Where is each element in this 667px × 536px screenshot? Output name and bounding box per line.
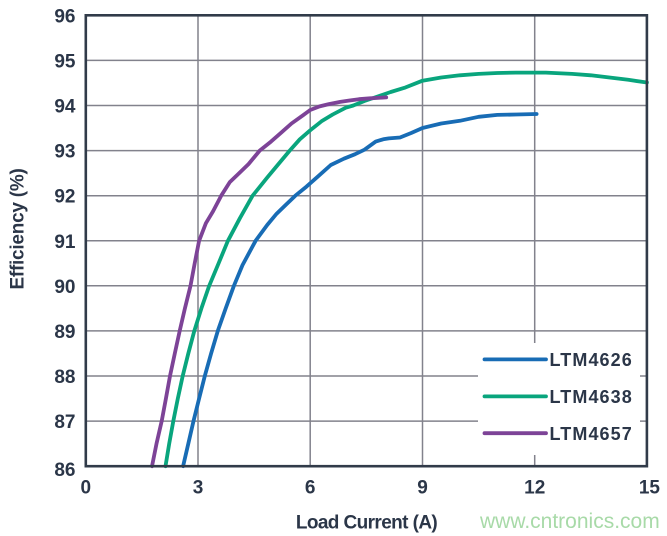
svg-text:95: 95 [54,51,76,72]
svg-text:92: 92 [54,187,75,208]
svg-text:Efficiency (%): Efficiency (%) [8,168,29,289]
svg-text:88: 88 [54,367,75,388]
svg-text:3: 3 [193,478,204,499]
svg-text:0: 0 [81,478,92,499]
svg-text:86: 86 [54,460,75,481]
svg-text:LTM4626: LTM4626 [550,350,633,370]
svg-text:15: 15 [639,478,661,499]
svg-text:93: 93 [54,142,75,163]
svg-text:Load Current (A): Load Current (A) [296,513,438,534]
svg-text:9: 9 [417,478,428,499]
svg-text:LTM4657: LTM4657 [550,424,633,444]
svg-text:12: 12 [524,478,545,499]
svg-text:www.cntronics.com: www.cntronics.com [479,510,660,533]
svg-text:LTM4638: LTM4638 [550,387,633,407]
svg-text:94: 94 [54,97,76,118]
svg-text:90: 90 [54,277,75,298]
svg-text:91: 91 [54,232,76,253]
svg-text:87: 87 [54,412,75,433]
svg-text:89: 89 [54,322,75,343]
svg-text:96: 96 [54,6,75,27]
svg-text:6: 6 [305,478,316,499]
